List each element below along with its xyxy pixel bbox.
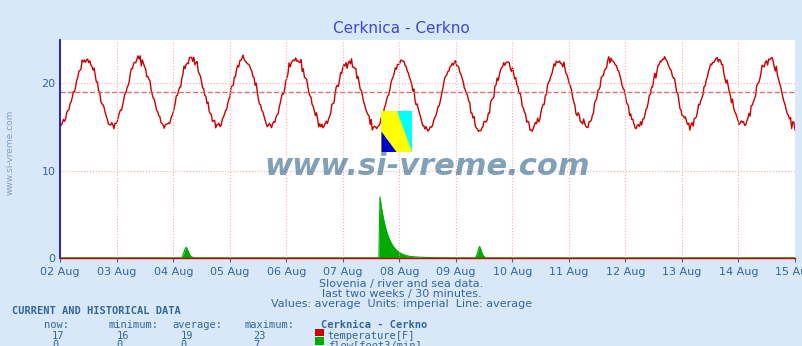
Text: CURRENT AND HISTORICAL DATA: CURRENT AND HISTORICAL DATA xyxy=(12,306,180,316)
Text: Cerknica - Cerkno: Cerknica - Cerkno xyxy=(333,21,469,36)
Text: www.si-vreme.com: www.si-vreme.com xyxy=(265,152,589,181)
Text: temperature[F]: temperature[F] xyxy=(327,331,415,342)
Text: 17: 17 xyxy=(52,331,65,342)
Text: 0: 0 xyxy=(52,340,59,346)
Text: 0: 0 xyxy=(180,340,187,346)
Text: 23: 23 xyxy=(253,331,265,342)
Text: www.si-vreme.com: www.si-vreme.com xyxy=(6,110,15,195)
Text: 7: 7 xyxy=(253,340,259,346)
Text: last two weeks / 30 minutes.: last two weeks / 30 minutes. xyxy=(322,289,480,299)
Text: minimum:: minimum: xyxy=(108,320,158,330)
Text: 16: 16 xyxy=(116,331,129,342)
Text: now:: now: xyxy=(44,320,69,330)
Text: Cerknica - Cerkno: Cerknica - Cerkno xyxy=(321,320,427,330)
Text: average:: average: xyxy=(172,320,222,330)
Text: Slovenia / river and sea data.: Slovenia / river and sea data. xyxy=(319,279,483,289)
Text: 0: 0 xyxy=(116,340,123,346)
Text: 19: 19 xyxy=(180,331,193,342)
Polygon shape xyxy=(396,111,411,152)
Polygon shape xyxy=(381,131,396,152)
Text: maximum:: maximum: xyxy=(245,320,294,330)
Text: flow[foot3/min]: flow[foot3/min] xyxy=(327,340,421,346)
Text: Values: average  Units: imperial  Line: average: Values: average Units: imperial Line: av… xyxy=(270,299,532,309)
